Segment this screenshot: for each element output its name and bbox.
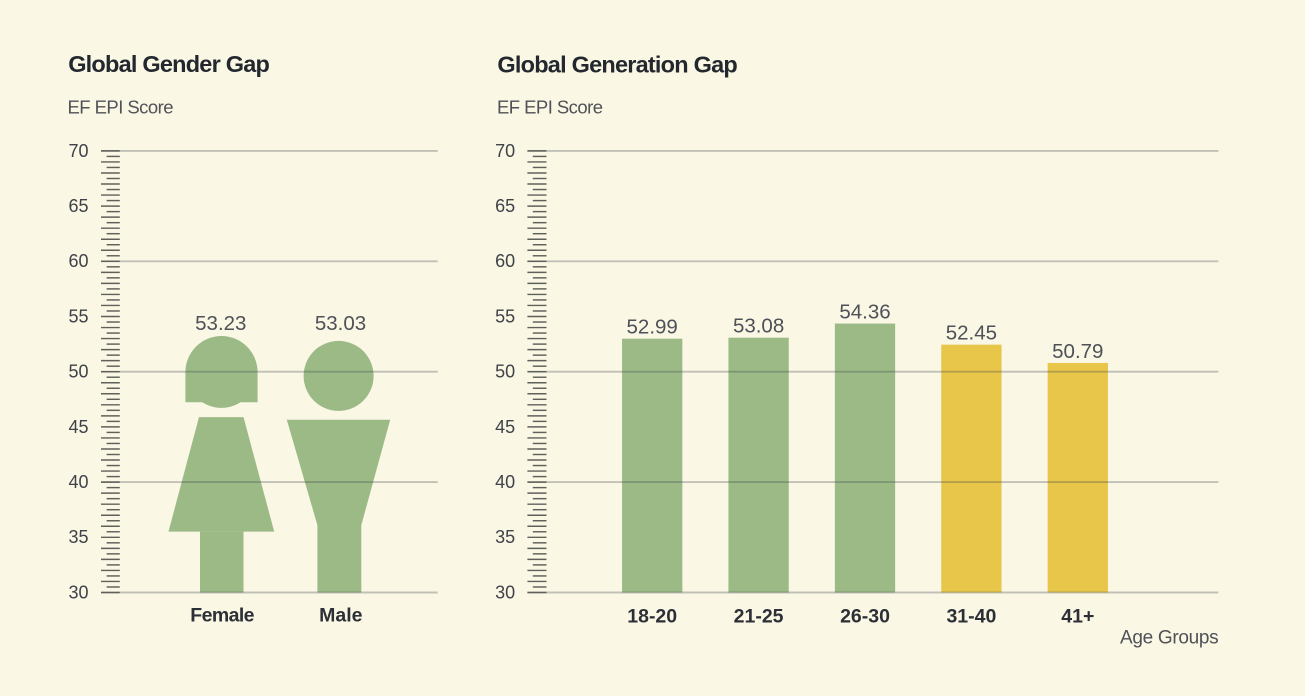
svg-text:Male: Male [319,605,363,627]
svg-text:65: 65 [68,196,88,216]
svg-text:70: 70 [68,141,88,161]
svg-text:60: 60 [495,251,515,271]
svg-text:30: 30 [495,582,515,602]
svg-text:35: 35 [495,527,515,547]
svg-text:50: 50 [68,362,88,382]
svg-text:35: 35 [68,527,88,547]
svg-text:65: 65 [495,196,515,216]
svg-text:45: 45 [68,417,88,437]
svg-text:26-30: 26-30 [840,605,890,627]
svg-text:53.03: 53.03 [315,312,366,335]
svg-text:30: 30 [68,582,88,602]
svg-text:50.79: 50.79 [1052,340,1103,363]
svg-text:40: 40 [495,472,515,492]
svg-text:Age Groups: Age Groups [1120,628,1218,649]
svg-text:41+: 41+ [1061,605,1094,627]
svg-text:54.36: 54.36 [839,300,890,323]
svg-text:Global Gender Gap: Global Gender Gap [68,51,269,77]
svg-text:EF EPI Score: EF EPI Score [497,97,603,118]
svg-text:Female: Female [190,605,254,627]
svg-text:50: 50 [495,362,515,382]
svg-text:53.08: 53.08 [733,315,784,338]
svg-text:52.99: 52.99 [627,316,678,339]
svg-text:31-40: 31-40 [946,605,996,627]
svg-text:40: 40 [68,472,88,492]
svg-text:Global Generation Gap: Global Generation Gap [497,52,737,78]
svg-text:45: 45 [495,417,515,437]
svg-text:18-20: 18-20 [627,605,677,627]
svg-text:55: 55 [495,306,515,326]
svg-text:70: 70 [495,141,515,161]
svg-text:60: 60 [68,251,88,271]
svg-text:55: 55 [68,306,88,326]
svg-text:52.45: 52.45 [946,322,997,345]
svg-text:53.23: 53.23 [195,312,246,335]
svg-text:EF EPI Score: EF EPI Score [68,97,174,118]
svg-text:21-25: 21-25 [734,605,784,627]
